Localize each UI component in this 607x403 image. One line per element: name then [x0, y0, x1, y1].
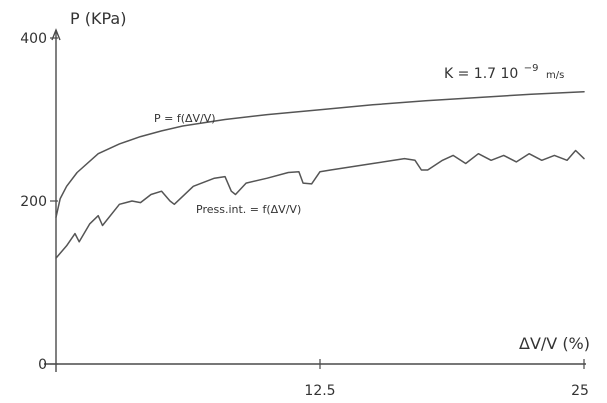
x-tick-label: 12.5	[304, 383, 335, 399]
series-line-internal-pressure	[55, 149, 585, 259]
permeability-annotation: K = 1.7 10 −9 m/s	[444, 59, 564, 82]
series-line-pressure	[55, 91, 585, 219]
permeability-exponent: −9	[524, 63, 539, 74]
y-tick-label: 400	[20, 31, 47, 47]
y-tick-label: 0	[38, 357, 47, 373]
y-axis-label: P (KPa)	[70, 9, 126, 28]
permeability-unit: m/s	[546, 70, 564, 81]
series-label-internal-pressure: Press.int. = f(ΔV/V)	[196, 203, 301, 216]
y-tick-label: 200	[20, 194, 47, 210]
series-label-pressure: P = f(ΔV/V)	[154, 112, 216, 125]
x-axis-label: ΔV/V (%)	[519, 334, 590, 353]
permeability-prefix: K = 1.7 10	[444, 66, 518, 82]
series	[55, 91, 585, 259]
y-axis-arrow	[51, 28, 61, 41]
ticks: 0 200 400 12.5 25	[20, 31, 589, 399]
x-tick-label: 25	[571, 383, 589, 399]
labels: P (KPa) ΔV/V (%) P = f(ΔV/V) Press.int. …	[70, 9, 590, 353]
